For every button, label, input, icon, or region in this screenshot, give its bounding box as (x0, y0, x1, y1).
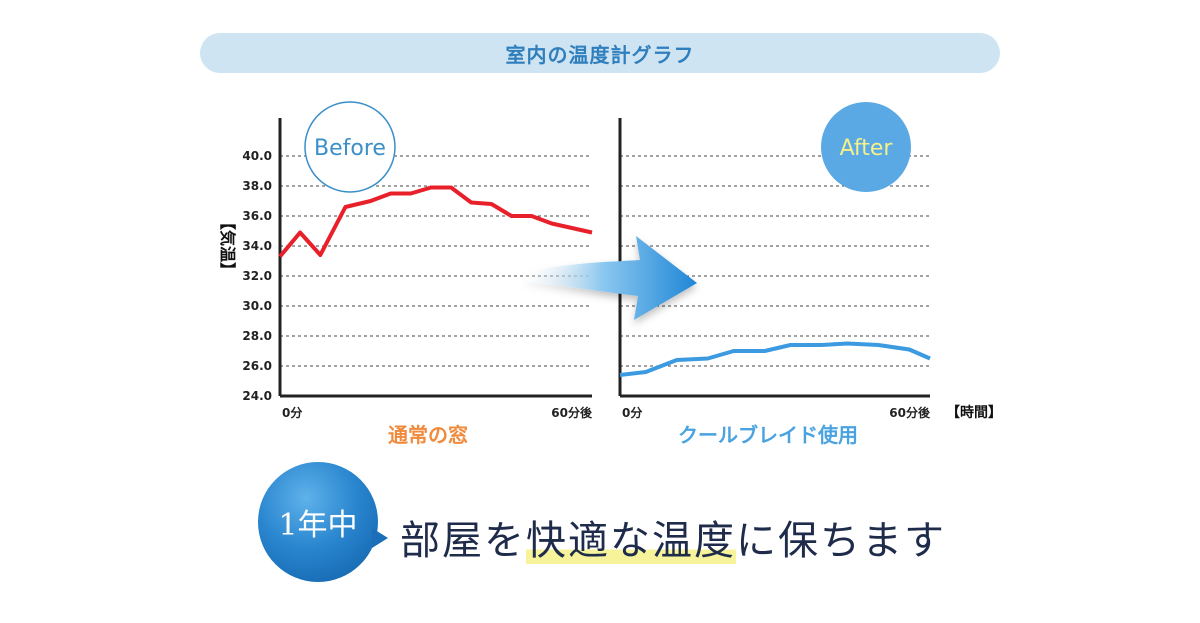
y-tick-label: 38.0 (242, 179, 272, 193)
after-caption: クールブレイド使用 (678, 423, 858, 447)
tagline: 部屋を快適な温度に保ちます (400, 508, 946, 566)
y-axis-label: 【気温】 (218, 214, 237, 278)
x-tick-label: 0分 (622, 405, 642, 420)
transition-arrow-icon (525, 236, 697, 320)
tagline-highlight: 快適な温度 (526, 518, 736, 564)
series-line (619, 341, 931, 377)
year-round-badge: 1年中 (258, 462, 378, 582)
after-badge (821, 102, 911, 192)
x-tick-label: 60分後 (551, 405, 593, 420)
series-line (278, 185, 593, 258)
y-tick-label: 34.0 (242, 239, 272, 253)
y-tick-label: 24.0 (242, 389, 272, 403)
before-caption: 通常の窓 (388, 423, 468, 447)
badge-pointer-icon (372, 528, 388, 548)
before-badge-label: Before (314, 136, 386, 161)
y-tick-label: 26.0 (242, 359, 272, 373)
before-badge (304, 101, 396, 193)
tagline-end: に保ちます (736, 518, 946, 564)
year-round-label: 1年中 (278, 508, 358, 543)
chart-title: 室内の温度計グラフ (505, 42, 695, 67)
x-tick-label: 60分後 (889, 405, 931, 420)
after-badge-label: After (840, 136, 894, 161)
x-axis-unit-label: 【時間】 (946, 404, 1002, 421)
y-tick-label: 40.0 (242, 149, 272, 163)
tagline-start: 部屋を (400, 518, 526, 564)
y-tick-label: 32.0 (242, 269, 272, 283)
y-tick-label: 36.0 (242, 209, 272, 223)
y-tick-label: 30.0 (242, 299, 272, 313)
y-tick-label: 28.0 (242, 329, 272, 343)
x-tick-label: 0分 (282, 405, 302, 420)
chart-title-banner: 室内の温度計グラフ (200, 33, 1000, 73)
